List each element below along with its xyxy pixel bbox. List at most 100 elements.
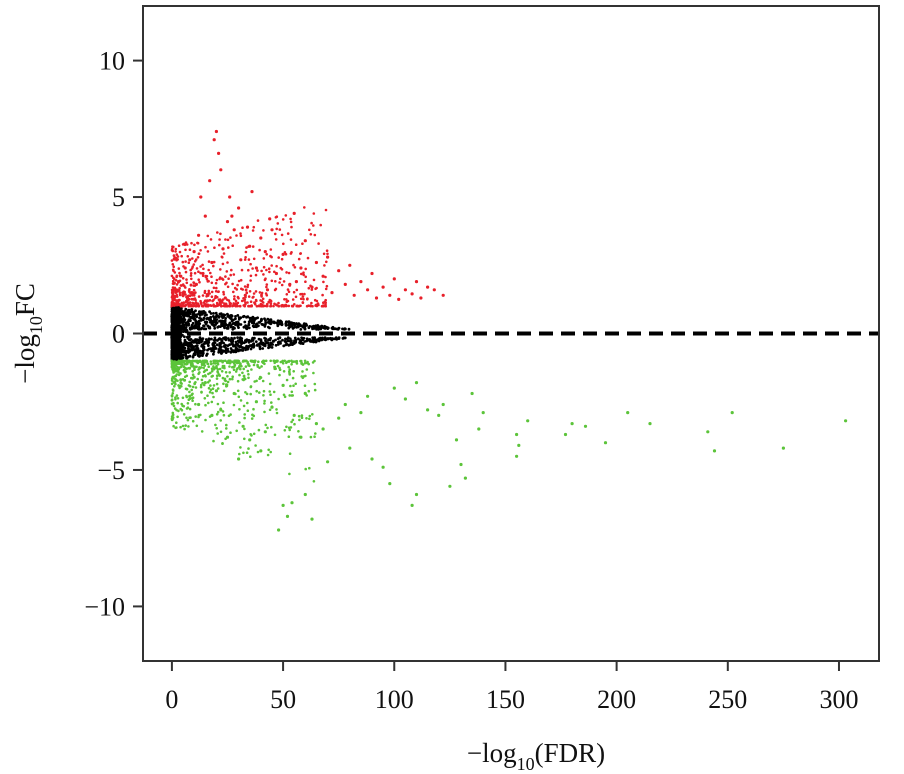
up-point xyxy=(254,273,258,277)
up-point xyxy=(293,303,296,306)
down-point xyxy=(227,361,231,365)
up-point xyxy=(237,206,241,210)
down-point xyxy=(300,416,304,420)
up-point xyxy=(223,304,227,308)
not-significant-point xyxy=(188,335,191,339)
not-significant-point xyxy=(186,314,189,318)
up-point xyxy=(230,214,234,218)
up-point xyxy=(252,225,256,229)
down-point xyxy=(306,360,309,364)
not-significant-point xyxy=(290,325,294,328)
up-point xyxy=(281,252,285,256)
not-significant-point xyxy=(188,341,192,345)
up-point xyxy=(286,288,290,291)
up-point xyxy=(187,261,191,265)
up-point xyxy=(234,299,238,303)
down-point xyxy=(285,514,290,519)
not-significant-point xyxy=(233,336,236,340)
not-significant-point xyxy=(221,322,224,326)
down-point xyxy=(234,370,238,373)
down-point xyxy=(313,359,316,363)
not-significant-point xyxy=(182,317,186,320)
down-point xyxy=(194,415,197,418)
down-point xyxy=(267,372,271,375)
not-significant-point xyxy=(196,350,200,353)
down-point xyxy=(188,394,192,398)
down-point xyxy=(195,424,199,428)
not-significant-point xyxy=(261,347,265,350)
up-point xyxy=(222,290,225,294)
up-point xyxy=(228,195,232,199)
up-point xyxy=(414,280,419,284)
down-point xyxy=(289,384,292,388)
down-point xyxy=(242,404,246,408)
not-significant-point xyxy=(258,345,262,348)
down-point xyxy=(214,362,217,365)
up-point xyxy=(317,303,320,307)
up-point xyxy=(313,298,317,302)
not-significant-point xyxy=(182,349,186,353)
down-point xyxy=(199,385,203,389)
not-significant-point xyxy=(231,322,235,325)
not-significant-point xyxy=(258,342,262,345)
up-point xyxy=(279,277,282,281)
not-significant-point xyxy=(234,340,238,344)
down-point xyxy=(262,394,265,397)
up-point xyxy=(388,293,392,297)
up-point xyxy=(221,298,225,301)
up-point xyxy=(234,304,238,308)
down-point xyxy=(208,379,211,382)
up-point xyxy=(179,304,183,308)
up-point xyxy=(192,288,196,292)
down-point xyxy=(570,422,574,426)
not-significant-point xyxy=(170,325,174,329)
not-significant-point xyxy=(219,312,223,316)
up-point xyxy=(277,256,281,259)
down-point xyxy=(181,396,185,400)
not-significant-point xyxy=(276,322,279,326)
down-point xyxy=(214,423,217,427)
up-point xyxy=(223,296,227,300)
down-point xyxy=(454,438,459,442)
up-point xyxy=(300,272,303,276)
up-point xyxy=(171,279,175,283)
down-point xyxy=(254,400,258,404)
down-point xyxy=(481,411,485,415)
not-significant-point xyxy=(185,349,188,353)
down-point xyxy=(303,359,307,363)
not-significant-point xyxy=(171,319,175,323)
not-significant-point xyxy=(257,321,261,324)
up-point xyxy=(186,254,190,258)
not-significant-point xyxy=(178,332,182,336)
not-significant-point xyxy=(175,350,179,354)
up-point xyxy=(260,299,264,303)
up-point xyxy=(301,242,304,245)
not-significant-point xyxy=(216,325,220,329)
down-point xyxy=(603,441,608,445)
up-point xyxy=(210,260,214,265)
up-point xyxy=(199,265,202,268)
down-point xyxy=(170,363,174,366)
down-point xyxy=(222,389,226,393)
down-point xyxy=(244,391,247,394)
not-significant-point xyxy=(226,327,230,330)
down-point xyxy=(448,484,452,488)
not-significant-point xyxy=(219,351,223,354)
up-point xyxy=(199,249,202,252)
up-point xyxy=(326,252,329,256)
up-point xyxy=(295,288,299,292)
down-point xyxy=(175,426,178,429)
up-point xyxy=(280,257,284,261)
down-point xyxy=(207,372,210,376)
up-point xyxy=(216,231,219,234)
down-point xyxy=(192,375,196,379)
up-point xyxy=(240,287,243,291)
up-point xyxy=(246,285,249,289)
down-point xyxy=(252,363,256,367)
up-point xyxy=(287,271,291,275)
up-point xyxy=(392,277,396,281)
up-point xyxy=(197,270,200,274)
up-point xyxy=(294,295,298,299)
not-significant-point xyxy=(323,336,327,339)
up-point xyxy=(282,280,286,283)
